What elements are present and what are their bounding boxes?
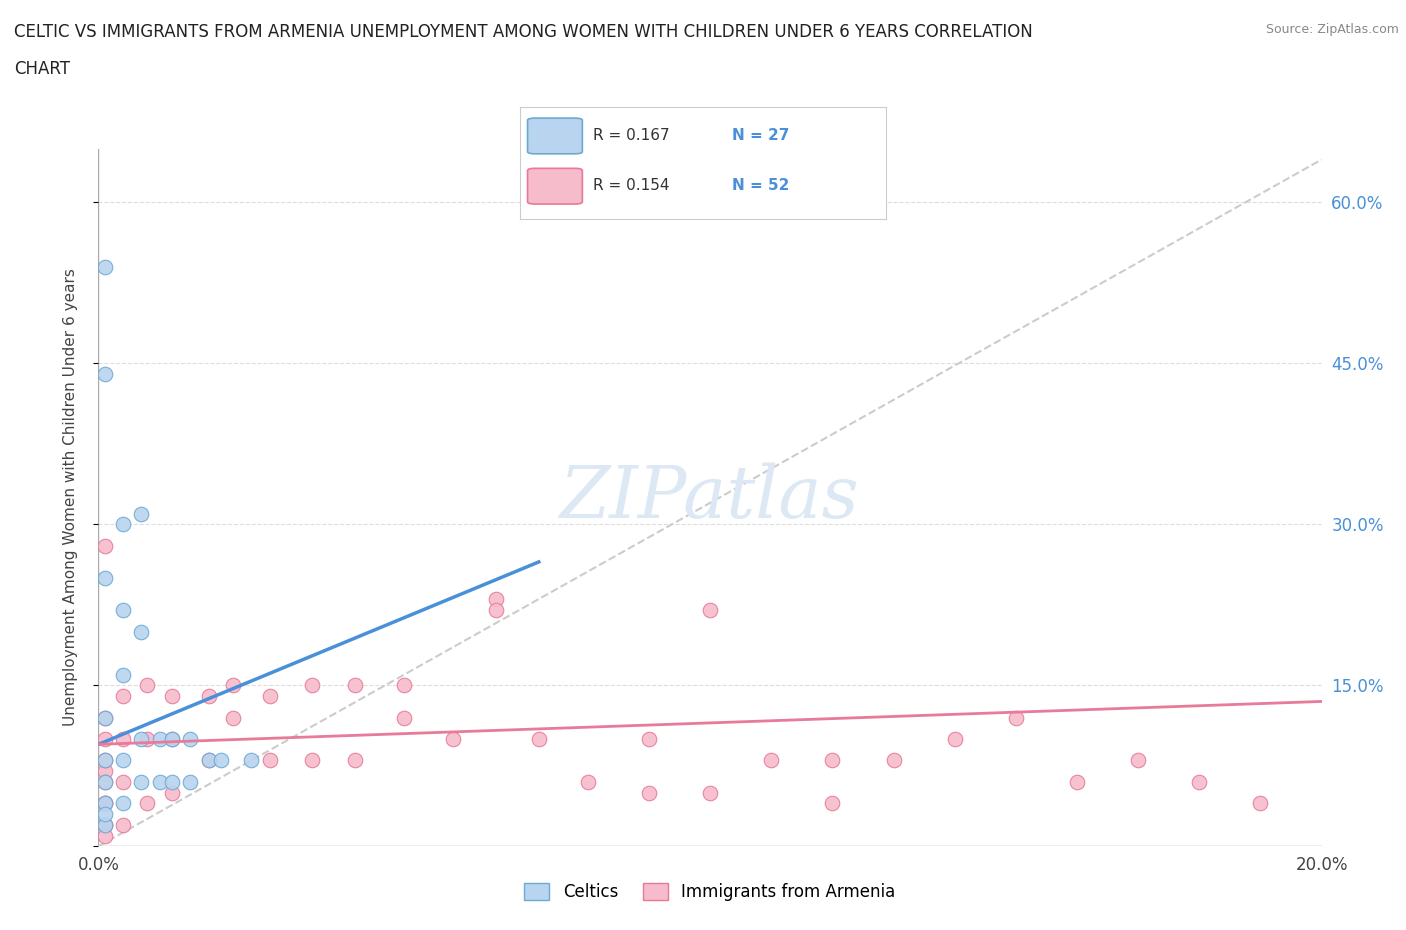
Point (392, 711, 416, 725)
Point (93, 817, 115, 832)
Point (111, 688, 134, 703)
Point (93, 538, 115, 553)
Point (93, 711, 115, 725)
Point (392, 678, 416, 693)
Point (93, 366, 115, 381)
Text: N = 52: N = 52 (733, 179, 790, 193)
Point (149, 775, 172, 790)
Point (527, 732, 550, 747)
Text: N = 27: N = 27 (733, 128, 790, 143)
Point (136, 796, 159, 811)
Point (160, 785, 183, 800)
Point (1188, 775, 1211, 790)
Point (129, 506, 152, 521)
Point (259, 753, 281, 768)
Point (1249, 796, 1271, 811)
Point (240, 753, 263, 768)
Point (576, 775, 599, 790)
Point (93, 796, 115, 811)
Point (179, 775, 201, 790)
Point (259, 688, 281, 703)
Point (93, 259, 115, 274)
Point (301, 753, 323, 768)
Point (93, 753, 115, 768)
Point (637, 732, 661, 747)
Point (93, 764, 115, 778)
Point (136, 732, 159, 747)
Point (197, 753, 219, 768)
Point (197, 688, 219, 703)
Point (111, 667, 134, 682)
Point (93, 796, 115, 811)
Point (344, 678, 367, 693)
Point (93, 775, 115, 790)
Point (485, 592, 508, 607)
Point (209, 753, 232, 768)
Point (93, 796, 115, 811)
Point (222, 678, 245, 693)
Point (93, 817, 115, 832)
Point (699, 603, 721, 618)
Point (111, 603, 134, 618)
Point (1066, 775, 1088, 790)
Point (111, 775, 134, 790)
Point (637, 785, 661, 800)
Point (160, 732, 183, 747)
Point (93, 753, 115, 768)
Point (179, 732, 201, 747)
FancyBboxPatch shape (527, 168, 582, 204)
Point (136, 678, 159, 693)
Point (160, 688, 183, 703)
Point (197, 753, 219, 768)
Point (93, 817, 115, 832)
Point (1128, 753, 1150, 768)
Point (441, 732, 464, 747)
Point (111, 517, 134, 532)
Text: R = 0.154: R = 0.154 (593, 179, 669, 193)
Point (699, 785, 721, 800)
Point (821, 753, 844, 768)
Point (485, 603, 508, 618)
Point (1004, 711, 1026, 725)
Text: Source: ZipAtlas.com: Source: ZipAtlas.com (1265, 23, 1399, 36)
Point (821, 796, 844, 811)
FancyBboxPatch shape (527, 118, 582, 153)
Legend: Celtics, Immigrants from Armenia: Celtics, Immigrants from Armenia (517, 876, 903, 908)
Point (129, 624, 152, 639)
Point (149, 732, 172, 747)
Point (111, 732, 134, 747)
Point (883, 753, 905, 768)
Y-axis label: Unemployment Among Women with Children Under 6 years: Unemployment Among Women with Children U… (63, 269, 77, 726)
Point (344, 753, 367, 768)
Point (129, 732, 152, 747)
Point (111, 796, 134, 811)
Point (943, 732, 966, 747)
Point (93, 711, 115, 725)
Point (759, 753, 782, 768)
Point (93, 775, 115, 790)
Point (129, 775, 152, 790)
Point (93, 806, 115, 821)
Point (222, 711, 245, 725)
Point (93, 571, 115, 586)
Text: ZIPatlas: ZIPatlas (560, 462, 860, 533)
Text: R = 0.167: R = 0.167 (593, 128, 669, 143)
Point (160, 775, 183, 790)
Point (93, 732, 115, 747)
Text: CHART: CHART (14, 60, 70, 78)
Point (93, 828, 115, 843)
Point (301, 678, 323, 693)
Point (111, 817, 134, 832)
Point (160, 732, 183, 747)
Point (111, 753, 134, 768)
Text: CELTIC VS IMMIGRANTS FROM ARMENIA UNEMPLOYMENT AMONG WOMEN WITH CHILDREN UNDER 6: CELTIC VS IMMIGRANTS FROM ARMENIA UNEMPL… (14, 23, 1033, 41)
